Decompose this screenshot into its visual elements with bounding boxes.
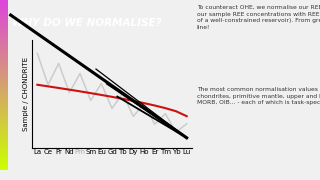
Y-axis label: Sample / CHONDRITE: Sample / CHONDRITE (23, 57, 29, 131)
Text: The most common normalisation values include:
chondrites, primitive mantle, uppe: The most common normalisation values inc… (197, 87, 320, 105)
Text: To counteract OHE, we normalise our REEs (i.e., divide
our sample REE concentrat: To counteract OHE, we normalise our REEs… (197, 5, 320, 30)
Text: WHY DO WE NORMALISE?: WHY DO WE NORMALISE? (12, 18, 162, 28)
